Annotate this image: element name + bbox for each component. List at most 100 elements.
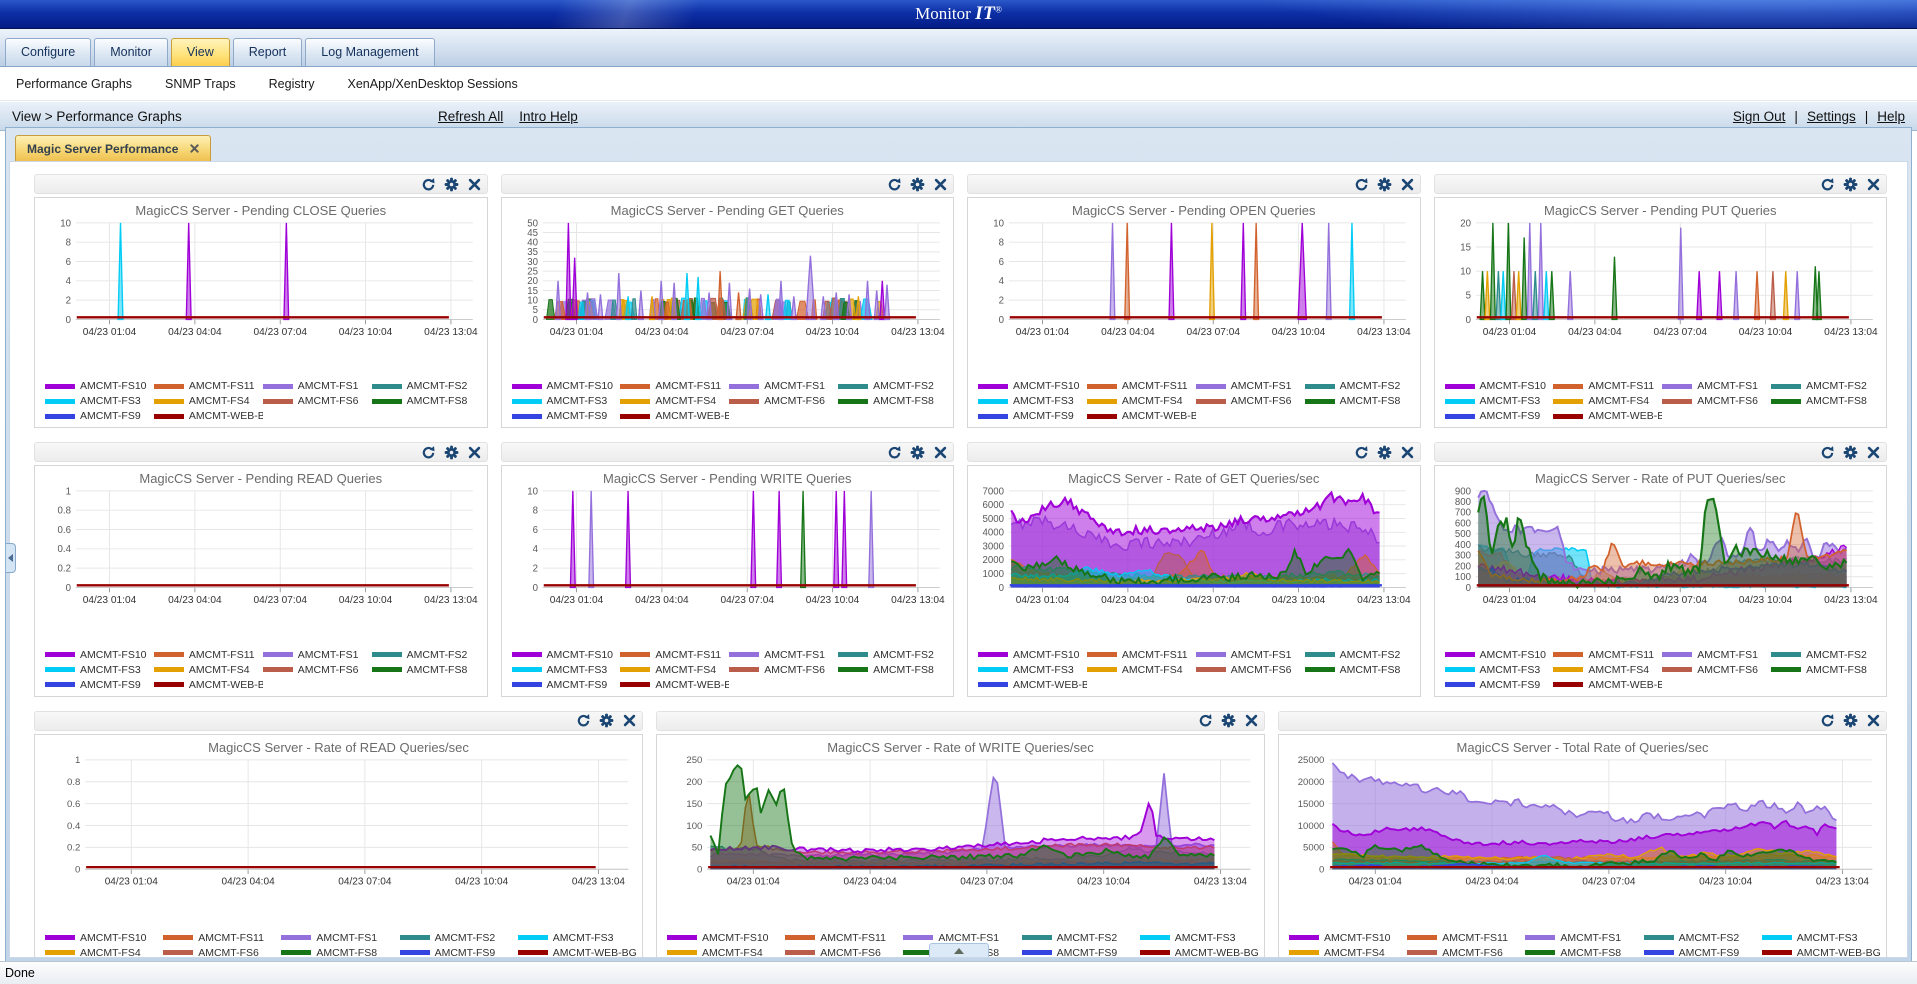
chart-close-icon[interactable]	[933, 177, 948, 192]
chart-settings-icon[interactable]	[1377, 177, 1392, 192]
legend-label: AMCMT-FS3	[1480, 664, 1541, 676]
chart-close-icon[interactable]	[622, 713, 637, 728]
legend-item: AMCMT-FS3	[1445, 664, 1554, 676]
chart-refresh-icon[interactable]	[1820, 713, 1835, 728]
chart-close-icon[interactable]	[1244, 713, 1259, 728]
nav-tab-log-management[interactable]: Log Management	[305, 38, 434, 66]
svg-text:0.2: 0.2	[58, 564, 71, 575]
nav-tab-view[interactable]: View	[171, 38, 230, 66]
nav-tab-monitor[interactable]: Monitor	[94, 38, 168, 66]
legend-item: AMCMT-FS4	[1087, 395, 1196, 407]
svg-text:04/23 01:04: 04/23 01:04	[727, 876, 781, 887]
submenu-item-registry[interactable]: Registry	[269, 77, 315, 91]
chart-widget-toolbar	[501, 442, 955, 462]
legend-swatch	[1087, 384, 1117, 389]
chart-refresh-icon[interactable]	[1820, 445, 1835, 460]
chart-refresh-icon[interactable]	[421, 177, 436, 192]
legend-item: AMCMT-FS9	[1445, 679, 1554, 691]
svg-text:04/23 10:04: 04/23 10:04	[805, 327, 859, 338]
chart-refresh-icon[interactable]	[1354, 177, 1369, 192]
svg-text:04/23 07:04: 04/23 07:04	[720, 595, 774, 606]
chart-settings-icon[interactable]	[1377, 445, 1392, 460]
legend-item: AMCMT-FS4	[154, 664, 263, 676]
legend-item: AMCMT-FS10	[1289, 932, 1407, 944]
chart-refresh-icon[interactable]	[1354, 445, 1369, 460]
svg-text:04/23 10:04: 04/23 10:04	[1272, 327, 1326, 338]
chart-settings-icon[interactable]	[910, 177, 925, 192]
legend-label: AMCMT-FS6	[1442, 947, 1503, 958]
chart-close-icon[interactable]	[1400, 177, 1415, 192]
sidebar-collapse-handle[interactable]	[6, 543, 16, 573]
nav-tab-report[interactable]: Report	[233, 38, 303, 66]
chart-legend: AMCMT-FS10AMCMT-FS11AMCMT-FS1AMCMT-FS2AM…	[41, 932, 636, 958]
main-nav: ConfigureMonitorViewReportLog Management	[0, 29, 1917, 67]
chart-legend: AMCMT-FS10AMCMT-FS11AMCMT-FS1AMCMT-FS2AM…	[508, 649, 948, 691]
chart-close-icon[interactable]	[1866, 445, 1881, 460]
chart-refresh-icon[interactable]	[887, 177, 902, 192]
legend-item: AMCMT-WEB-BG01	[620, 410, 729, 422]
chart-settings-icon[interactable]	[1221, 713, 1236, 728]
sign-out-link[interactable]: Sign Out	[1733, 109, 1786, 124]
chart-settings-icon[interactable]	[1843, 177, 1858, 192]
legend-swatch	[1662, 399, 1692, 404]
settings-link[interactable]: Settings	[1807, 109, 1856, 124]
nav-tab-configure[interactable]: Configure	[5, 38, 91, 66]
chart-settings-icon[interactable]	[910, 445, 925, 460]
help-link[interactable]: Help	[1877, 109, 1905, 124]
scroll-collapse-button[interactable]	[929, 943, 989, 957]
legend-swatch	[620, 652, 650, 657]
legend-label: AMCMT-WEB-BG01	[1122, 410, 1196, 422]
legend-label: AMCMT-FS8	[316, 947, 377, 958]
chart-widget-toolbar	[967, 174, 1421, 194]
chart-refresh-icon[interactable]	[1820, 177, 1835, 192]
legend-label: AMCMT-FS6	[1697, 395, 1758, 407]
chart-settings-icon[interactable]	[599, 713, 614, 728]
chart-close-icon[interactable]	[1400, 445, 1415, 460]
submenu-item-snmp-traps[interactable]: SNMP Traps	[165, 77, 236, 91]
legend-label: AMCMT-FS6	[1231, 395, 1292, 407]
svg-text:04/23 07:04: 04/23 07:04	[1187, 595, 1241, 606]
legend-label: AMCMT-FS1	[938, 932, 999, 944]
chart-refresh-icon[interactable]	[421, 445, 436, 460]
legend-label: AMCMT-FS2	[407, 649, 468, 661]
chart-close-icon[interactable]	[467, 445, 482, 460]
svg-text:04/23 10:04: 04/23 10:04	[1738, 595, 1792, 606]
legend-swatch	[1445, 652, 1475, 657]
legend-swatch	[512, 384, 542, 389]
submenu-item-xenapp-xendesktop-sessions[interactable]: XenApp/XenDesktop Sessions	[348, 77, 518, 91]
submenu-item-performance-graphs[interactable]: Performance Graphs	[16, 77, 132, 91]
chart-refresh-icon[interactable]	[1198, 713, 1213, 728]
chart-panel: MagicCS Server - Rate of GET Queries/sec…	[967, 465, 1421, 696]
svg-text:800: 800	[1454, 497, 1470, 508]
chart-close-icon[interactable]	[467, 177, 482, 192]
chart-title: MagicCS Server - Pending PUT Queries	[1441, 203, 1881, 218]
chart-settings-icon[interactable]	[1843, 713, 1858, 728]
legend-label: AMCMT-WEB-BG01	[1588, 410, 1662, 422]
chart-refresh-icon[interactable]	[576, 713, 591, 728]
chart-settings-icon[interactable]	[444, 177, 459, 192]
svg-text:04/23 07:04: 04/23 07:04	[254, 595, 308, 606]
chart-refresh-icon[interactable]	[887, 445, 902, 460]
legend-swatch	[512, 667, 542, 672]
status-text: Done	[5, 966, 35, 980]
legend-label: AMCMT-FS4	[1324, 947, 1385, 958]
intro-help-link[interactable]: Intro Help	[519, 109, 578, 124]
svg-text:0: 0	[75, 864, 80, 875]
chart-widget-toolbar	[656, 711, 1265, 731]
legend-label: AMCMT-FS6	[298, 395, 359, 407]
refresh-all-link[interactable]: Refresh All	[438, 109, 503, 124]
chart-close-icon[interactable]	[1866, 713, 1881, 728]
legend-swatch	[45, 414, 75, 419]
chart-close-icon[interactable]	[933, 445, 948, 460]
chart-panel: MagicCS Server - Pending GET Queries5045…	[501, 197, 955, 428]
chart-settings-icon[interactable]	[1843, 445, 1858, 460]
legend-item: AMCMT-FS6	[1196, 664, 1305, 676]
svg-text:0.6: 0.6	[58, 525, 71, 536]
legend-swatch	[154, 399, 184, 404]
legend-swatch	[1445, 384, 1475, 389]
tab-magic-server-performance[interactable]: Magic Server Performance	[15, 135, 211, 161]
legend-item: AMCMT-FS2	[1771, 380, 1880, 392]
tab-close-icon[interactable]	[190, 144, 199, 153]
chart-settings-icon[interactable]	[444, 445, 459, 460]
chart-close-icon[interactable]	[1866, 177, 1881, 192]
